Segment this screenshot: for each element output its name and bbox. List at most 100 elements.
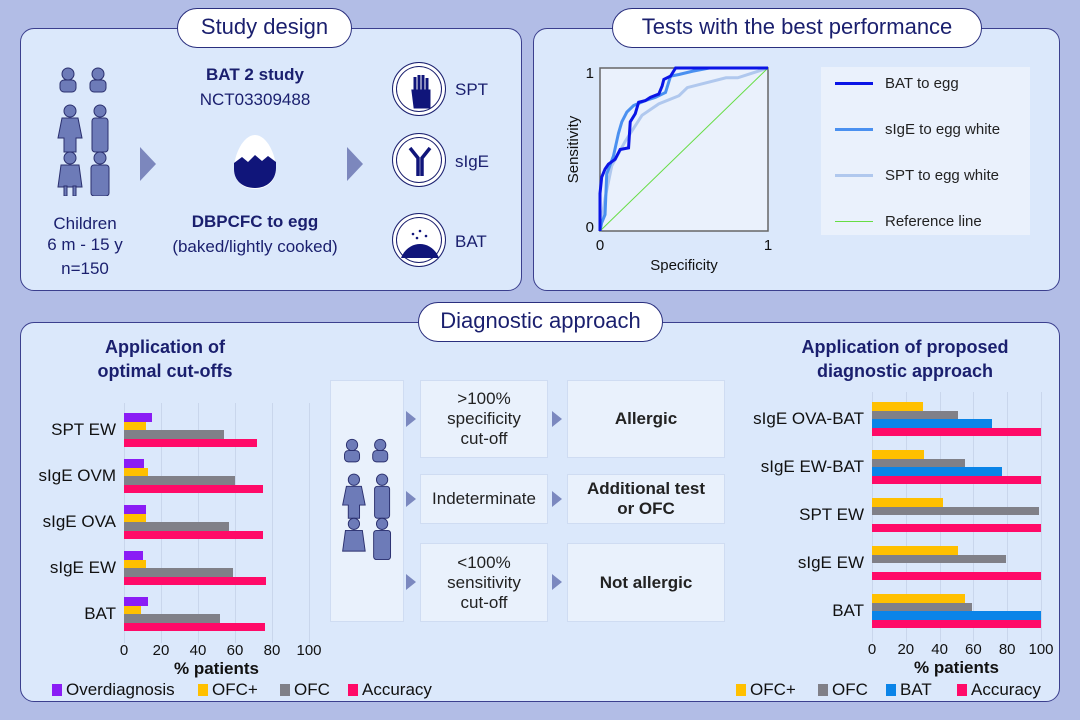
legend-swatch-icon bbox=[736, 683, 746, 696]
x-tick: 100 bbox=[1028, 641, 1054, 658]
legend-line-icon bbox=[835, 174, 873, 177]
bar-ofc bbox=[124, 476, 235, 485]
bar-ofc- bbox=[872, 594, 965, 603]
bar-ofc- bbox=[124, 467, 149, 476]
category-label: sIgE EW bbox=[49, 558, 116, 577]
registry-id: NCT03309488 bbox=[199, 90, 311, 109]
outcome-not-allergic: Not allergic bbox=[567, 543, 725, 622]
gridline bbox=[235, 403, 236, 643]
population-age: 6 m - 15 y bbox=[47, 235, 123, 254]
x-tick: 40 bbox=[931, 641, 948, 658]
left-chart-title: Application of optimal cut-offs bbox=[97, 337, 233, 381]
bar-accuracy bbox=[872, 571, 1041, 580]
bar-accuracy bbox=[872, 523, 1041, 532]
gridline bbox=[309, 403, 310, 643]
bar-overdiagnosis bbox=[124, 597, 149, 606]
children-icon bbox=[342, 438, 392, 561]
bar-ofc- bbox=[872, 546, 959, 555]
legend-swatch-icon bbox=[957, 683, 967, 696]
legend-item: Accuracy bbox=[348, 680, 432, 699]
roc-legend: BAT to egg sIgE to egg white SPT to egg wh… bbox=[821, 67, 1030, 235]
bar-ofc- bbox=[872, 450, 925, 459]
legend-item: sIgE to egg white bbox=[835, 121, 1000, 138]
bar-ofc bbox=[872, 554, 1006, 563]
test-sige: sIgE bbox=[455, 152, 490, 171]
legend-item: Accuracy bbox=[957, 680, 1041, 699]
gridline bbox=[973, 392, 975, 642]
bar-overdiagnosis bbox=[124, 505, 147, 514]
legend-label: OFC bbox=[832, 680, 868, 699]
test-bat: BAT bbox=[455, 232, 487, 251]
roc-line-1 bbox=[598, 66, 768, 232]
bar-overdiagnosis bbox=[124, 551, 143, 560]
bar-accuracy bbox=[872, 427, 1041, 436]
legend-item: SPT to egg white bbox=[835, 167, 999, 184]
legend-label: Accuracy bbox=[971, 680, 1041, 699]
bar-ofc bbox=[124, 614, 221, 623]
legend-item: BAT to egg bbox=[835, 75, 959, 92]
egg-icon bbox=[234, 135, 276, 189]
bar-bat bbox=[872, 419, 992, 428]
legend-label: Overdiagnosis bbox=[66, 680, 175, 699]
gridline bbox=[272, 403, 273, 643]
hand-skin-prick-icon bbox=[392, 62, 446, 116]
category-label: sIgE OVA bbox=[42, 512, 116, 531]
gridline bbox=[905, 392, 907, 642]
x-tick: 20 bbox=[897, 641, 915, 658]
legend-swatch-icon bbox=[280, 683, 290, 696]
arrow-icon bbox=[406, 491, 416, 507]
y-tick: 0 bbox=[586, 219, 594, 236]
criterion-sensitivity: <100% sensitivity cut-off bbox=[420, 543, 548, 622]
bar-bat bbox=[872, 467, 1003, 476]
bar-ofc bbox=[872, 602, 972, 611]
bar-ofc bbox=[124, 568, 234, 577]
roc-chart: 0 1 0 1 Specificity Sensitivity bbox=[565, 65, 772, 274]
legend-label: OFC bbox=[294, 680, 330, 699]
legend-label: Reference line bbox=[885, 213, 982, 230]
x-tick: 0 bbox=[596, 237, 604, 254]
bar-ofc bbox=[872, 506, 1040, 515]
x-tick: 100 bbox=[296, 642, 322, 659]
legend-swatch-icon bbox=[886, 683, 896, 696]
x-tick: 0 bbox=[119, 642, 129, 659]
arrow-icon bbox=[347, 147, 363, 181]
arrow-icon bbox=[406, 574, 416, 590]
x-tick: 80 bbox=[263, 642, 281, 659]
bar-ofc- bbox=[124, 559, 147, 568]
legend-label: BAT bbox=[900, 680, 932, 699]
children-icon bbox=[57, 67, 110, 196]
category-label: sIgE OVA-BAT bbox=[753, 409, 864, 428]
legend-item: OFC bbox=[818, 680, 868, 699]
category-label: sIgE EW bbox=[797, 553, 864, 572]
y-tick: 1 bbox=[586, 65, 594, 82]
bar-ofc- bbox=[124, 605, 141, 614]
antibody-icon bbox=[392, 133, 446, 187]
legend-item: BAT bbox=[886, 680, 932, 699]
gridline bbox=[872, 392, 873, 642]
basophil-cells-icon bbox=[392, 213, 446, 267]
x-tick: 20 bbox=[152, 642, 170, 659]
best-performance-title: Tests with the best performance bbox=[612, 8, 982, 48]
challenge-detail: (baked/lightly cooked) bbox=[172, 237, 338, 256]
arrow-icon bbox=[552, 574, 562, 590]
category-label: BAT bbox=[84, 604, 116, 623]
legend-item: Overdiagnosis bbox=[52, 680, 175, 699]
population-group: Children bbox=[53, 214, 117, 233]
legend-label: SPT to egg white bbox=[885, 167, 999, 184]
study-name: BAT 2 study bbox=[206, 65, 304, 84]
outcome-allergic: Allergic bbox=[567, 380, 725, 458]
roc-line-0 bbox=[598, 66, 768, 231]
legend-swatch-icon bbox=[348, 683, 358, 696]
x-axis-label: % patients bbox=[173, 659, 260, 678]
gridline bbox=[1007, 392, 1009, 642]
bar-ofc- bbox=[124, 421, 147, 430]
category-label: BAT bbox=[832, 601, 864, 620]
x-tick: 0 bbox=[867, 641, 877, 658]
category-label: SPT EW bbox=[51, 420, 116, 439]
legend-swatch-icon bbox=[52, 683, 62, 696]
bar-ofc bbox=[124, 522, 230, 531]
x-tick: 1 bbox=[764, 237, 772, 254]
bar-overdiagnosis bbox=[124, 459, 145, 468]
legend-item: OFC+ bbox=[736, 680, 796, 699]
diagnostic-approach-title: Diagnostic approach bbox=[418, 302, 663, 342]
